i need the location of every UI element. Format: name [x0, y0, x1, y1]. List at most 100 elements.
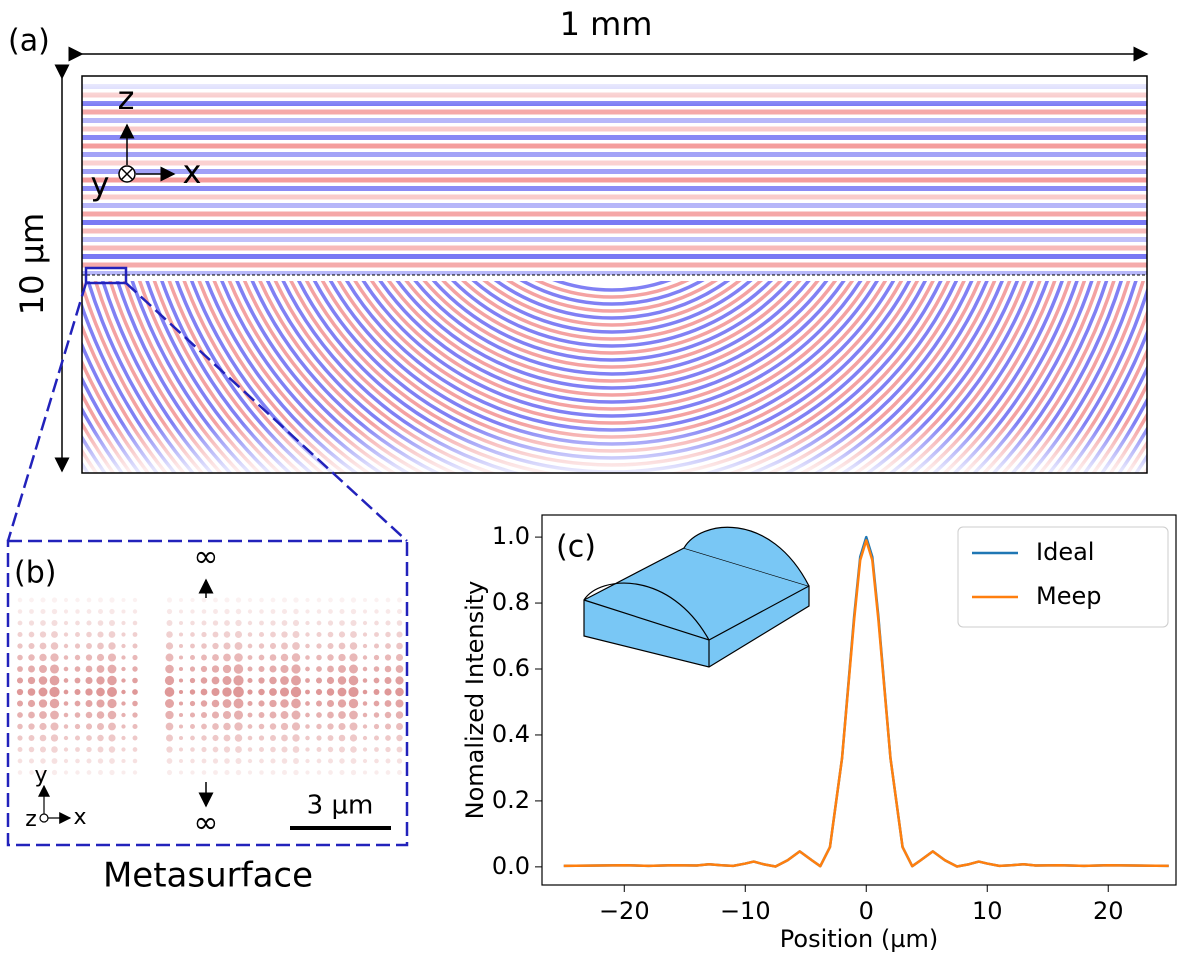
meta-atom — [39, 653, 47, 662]
meta-atom — [63, 724, 69, 729]
meta-atom — [85, 654, 93, 661]
y-axis-label: Nomalized Intensity — [461, 581, 489, 820]
meta-atom — [166, 769, 173, 776]
fringe — [82, 135, 1147, 140]
meta-atom — [109, 608, 115, 615]
x-tick-label: 20 — [1093, 897, 1124, 925]
meta-atom — [280, 711, 289, 719]
meta-atom — [396, 723, 403, 730]
fade-top — [82, 76, 1147, 106]
meta-atom — [97, 758, 104, 764]
width-label: 1 mm — [560, 5, 653, 43]
meta-atom — [384, 700, 392, 707]
meta-atom — [327, 665, 334, 673]
meta-atom — [201, 723, 207, 730]
meta-atom — [132, 689, 138, 695]
meta-atom — [75, 747, 80, 752]
meta-atom — [339, 746, 345, 753]
fringe — [493, 281, 731, 320]
meta-atom — [40, 769, 46, 776]
meta-atom — [97, 734, 104, 742]
meta-atom — [164, 687, 175, 697]
fringe — [82, 118, 1147, 123]
meta-atom — [385, 631, 391, 638]
meta-atom — [316, 632, 322, 637]
meta-atom — [269, 665, 277, 673]
meta-atom — [292, 631, 300, 638]
meta-atom — [397, 770, 402, 775]
meta-atom — [63, 678, 69, 683]
meta-atom — [107, 653, 117, 662]
meta-atom — [247, 655, 253, 660]
meta-atom — [374, 758, 379, 764]
meta-atom — [362, 609, 368, 614]
meta-atom — [49, 664, 60, 674]
meta-atom — [201, 758, 207, 764]
meta-atom — [305, 770, 310, 775]
meta-atom — [258, 712, 265, 718]
meta-atom — [280, 653, 289, 662]
meta-atom — [201, 643, 207, 649]
y-tick-label: 0.2 — [492, 786, 530, 814]
x-tick-label: −20 — [599, 897, 650, 925]
meta-atom — [38, 687, 48, 697]
meta-atom — [395, 665, 404, 673]
meta-atom — [348, 698, 359, 709]
meta-atom — [212, 654, 219, 661]
meta-atom — [291, 698, 301, 709]
fringe — [82, 254, 1147, 259]
meta-atom — [75, 597, 80, 603]
meta-atom — [339, 770, 345, 775]
y-tick-label: 0.0 — [492, 852, 530, 880]
meta-atom — [132, 654, 138, 661]
meta-atom — [337, 676, 347, 685]
meta-atom — [247, 677, 253, 684]
meta-atom — [190, 758, 195, 764]
meta-atom — [212, 746, 219, 753]
fringe — [369, 281, 855, 411]
meta-atom — [349, 734, 358, 742]
meta-atom — [213, 597, 218, 603]
meta-atom — [338, 722, 346, 731]
meta-atom — [395, 676, 404, 685]
meta-atom — [362, 689, 368, 695]
meta-atom — [74, 643, 81, 649]
meta-atom — [200, 688, 208, 696]
meta-atom — [270, 620, 276, 626]
meta-atom — [86, 631, 92, 638]
meta-atom — [362, 701, 368, 706]
meta-atom — [132, 620, 138, 626]
meta-atom — [212, 758, 219, 764]
meta-atom — [178, 735, 184, 741]
fade-bottom — [82, 423, 1147, 473]
meta-atom — [27, 699, 36, 708]
meta-atom — [63, 758, 69, 764]
meta-atom — [211, 665, 220, 673]
meta-atom — [86, 758, 92, 764]
meta-atom — [85, 711, 93, 719]
meta-atom — [28, 620, 35, 626]
meta-atom — [17, 723, 23, 730]
meta-atom — [96, 653, 105, 662]
meta-atom — [178, 609, 184, 614]
fringe — [431, 281, 793, 362]
meta-atom — [107, 664, 117, 674]
meta-atom — [247, 700, 253, 707]
meta-atom — [247, 689, 253, 695]
meta-atom — [316, 770, 322, 775]
meta-atom — [350, 597, 357, 603]
meta-atom — [178, 770, 184, 775]
meta-atom — [132, 758, 138, 764]
meta-atom — [63, 701, 69, 706]
fringe — [361, 281, 863, 418]
meta-atom — [86, 735, 92, 741]
meta-atom — [350, 608, 357, 615]
meta-atom — [281, 734, 288, 742]
fringe — [82, 228, 1147, 234]
meta-atom — [213, 609, 218, 614]
meta-atom — [201, 735, 207, 741]
meta-atom — [17, 643, 23, 649]
meta-atom — [38, 676, 48, 685]
meta-atom — [121, 712, 126, 718]
fringe — [82, 186, 1147, 191]
